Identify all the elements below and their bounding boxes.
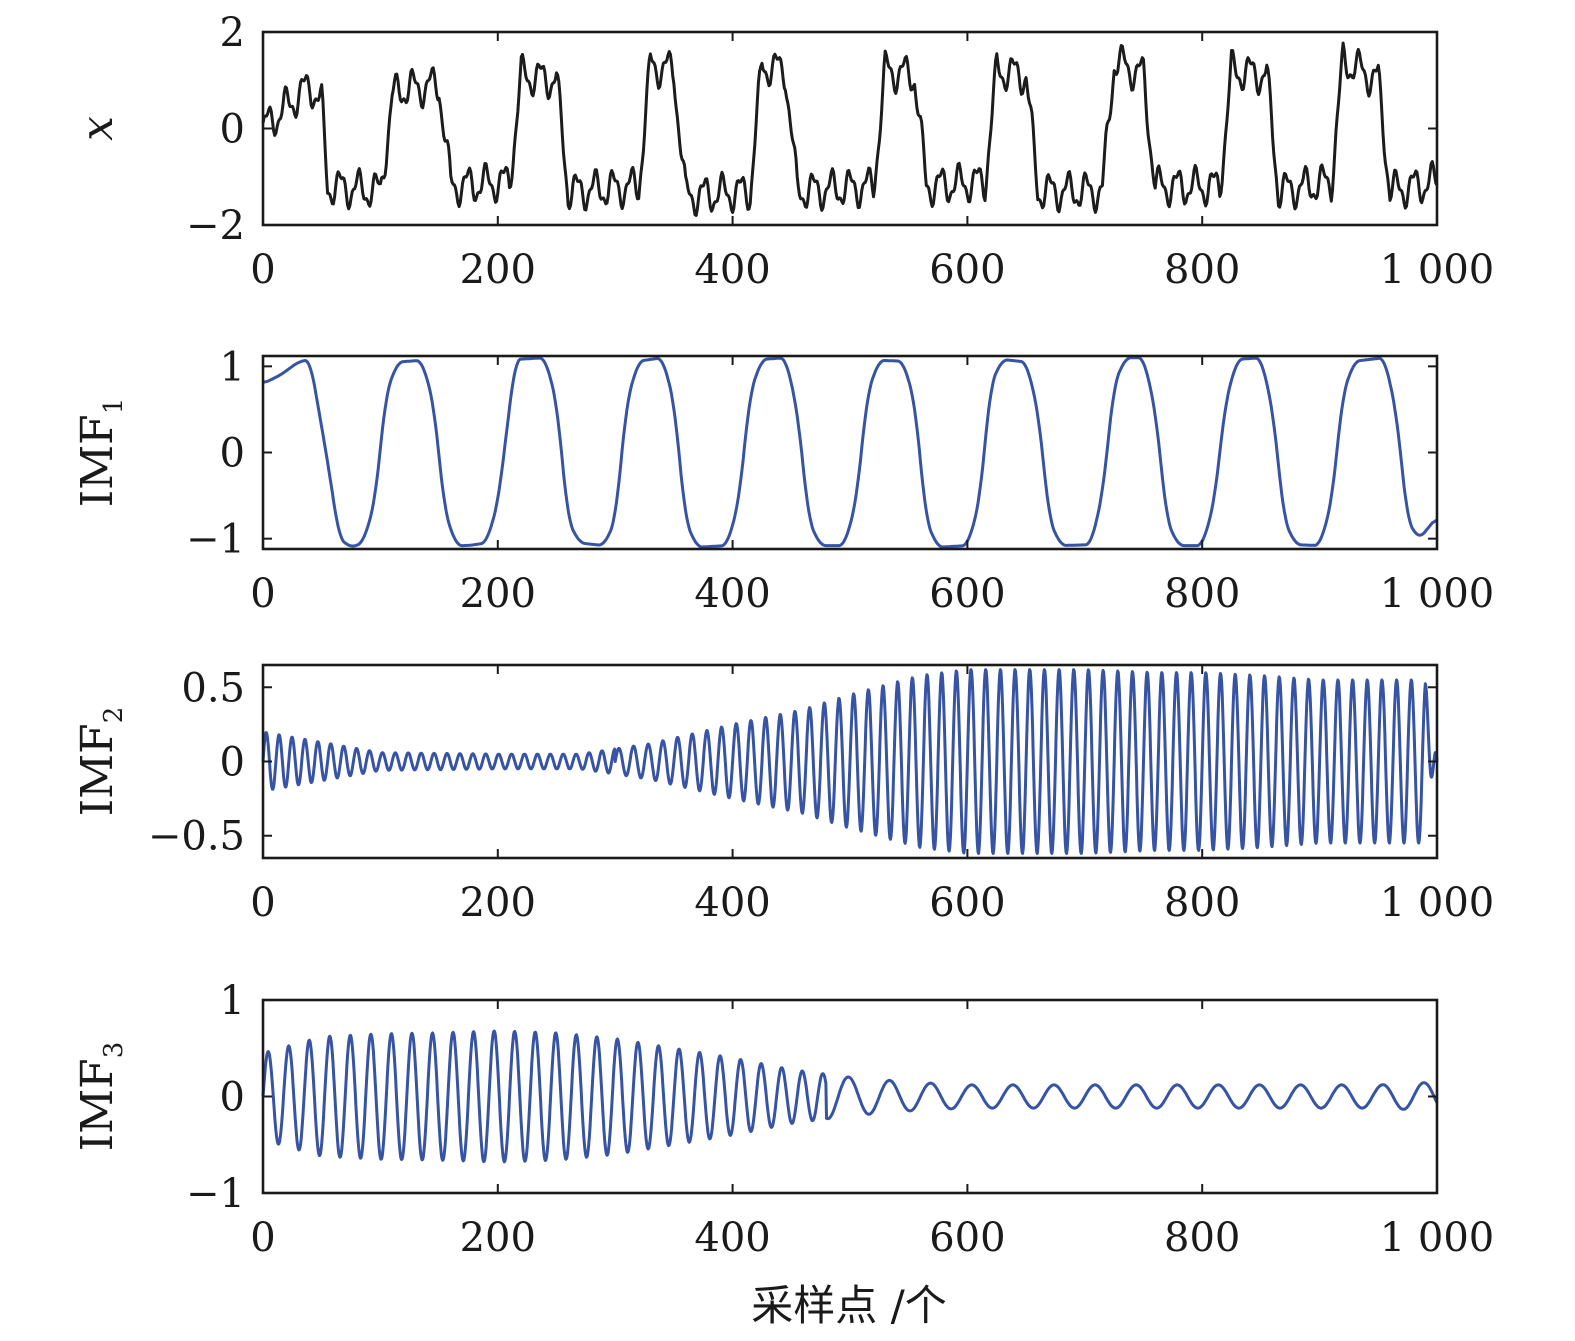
x-tick-label: 1 000 [1380,880,1495,926]
y-tick-label: 1 [220,978,245,1024]
x-tick-label: 0 [250,1215,275,1261]
series-line-1 [261,41,1439,217]
y-tick-label: 1 [220,344,245,390]
x-tick-label: 0 [250,571,275,617]
y-tick-label: −0.5 [148,814,245,860]
y-tick-label: 2 [220,10,245,56]
y-axis-label: IMF2 [72,707,129,817]
x-tick-label: 200 [460,247,536,293]
x-tick-label: 600 [929,880,1005,926]
x-tick-label: 600 [929,247,1005,293]
x-tick-label: 0 [250,880,275,926]
x-tick-label: 600 [929,1215,1005,1261]
x-tick-label: 600 [929,571,1005,617]
x-tick-label: 200 [460,880,536,926]
y-tick-label: −1 [186,517,245,563]
series-line-4 [261,1029,1439,1164]
series-line-3 [261,668,1439,855]
x-tick-label: 1 000 [1380,1215,1495,1261]
x-tick-label: 400 [694,880,770,926]
y-axis-label-main: IMF [72,414,123,507]
y-tick-label: 0.5 [181,665,245,711]
y-axis-label-subscript: 3 [99,1042,129,1059]
x-tick-label: 400 [694,571,770,617]
plot-frame [261,30,1439,227]
x-axis-label: 采样点 /个 [751,1281,947,1330]
x-tick-label: 0 [250,247,275,293]
y-axis-label-main: IMF [72,1058,123,1151]
x-tick-label: 200 [460,571,536,617]
x-tick-label: 800 [1164,571,1240,617]
x-tick-label: 400 [694,1215,770,1261]
y-axis-label-main: IMF [72,723,123,816]
x-tick-label: 1 000 [1380,247,1495,293]
x-tick-label: 200 [460,1215,536,1261]
y-tick-label: −2 [186,203,245,249]
y-tick-label: 0 [220,1075,245,1121]
x-tick-label: 1 000 [1380,571,1495,617]
series-line-2 [262,356,1438,549]
x-tick-label: 800 [1164,247,1240,293]
y-tick-label: −1 [186,1171,245,1217]
x-tick-label: 800 [1164,880,1240,926]
y-axis-label-subscript: 2 [99,707,129,724]
y-tick-label: 0 [220,107,245,153]
x-tick-label: 800 [1164,1215,1240,1261]
x-tick-label: 400 [694,247,770,293]
y-tick-label: 0 [220,431,245,477]
y-axis-label: x [72,116,123,141]
y-axis-label: IMF3 [72,1042,129,1152]
y-axis-label: IMF1 [72,398,129,508]
y-tick-label: 0 [220,740,245,786]
y-axis-label-subscript: 1 [99,398,129,415]
